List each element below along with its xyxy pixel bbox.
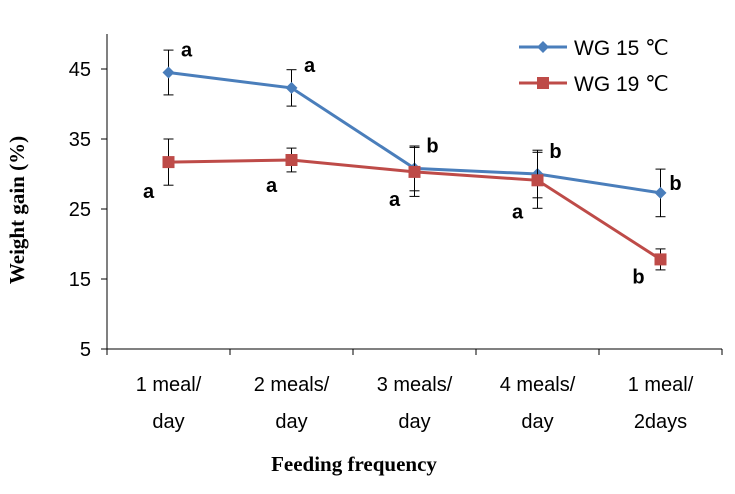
series-wg19: a a a a b [143, 138, 667, 288]
significance-letter: a [181, 40, 193, 62]
x-category-label: 2days [634, 411, 687, 433]
significance-letter: b [632, 266, 644, 288]
y-tick-label: 35 [69, 129, 91, 151]
axes [101, 34, 723, 355]
data-point [654, 186, 667, 199]
data-point [285, 154, 298, 166]
significance-letter: a [143, 181, 155, 203]
significance-letter: b [669, 173, 681, 195]
legend-label: WG 19 ℃ [574, 73, 669, 96]
y-tick-label: 5 [80, 339, 91, 361]
x-category-label: 2 meals/ [254, 374, 330, 396]
data-point [654, 253, 667, 266]
y-axis-title: Weight gain (%) [5, 136, 29, 284]
data-point [285, 81, 298, 94]
data-point [408, 165, 421, 178]
data-point [162, 66, 175, 79]
y-tick-label: 45 [69, 59, 91, 81]
legend-label: WG 15 ℃ [574, 37, 669, 60]
significance-letter: a [266, 175, 278, 197]
significance-letter: a [389, 189, 401, 211]
x-category-label: 1 meal/ [136, 374, 202, 396]
legend-marker [537, 41, 549, 53]
series-layer: a a b b b a a a a b [143, 40, 682, 289]
y-tick-label: 15 [69, 269, 91, 291]
x-category-labels: 1 meal/day 2 meals/day 3 meals/day 4 meals/… [136, 374, 694, 433]
significance-letter: b [549, 141, 561, 163]
significance-letter: a [512, 201, 524, 223]
y-tick-label: 25 [69, 199, 91, 221]
x-category-label: 4 meals/ [500, 374, 576, 396]
y-tick-labels: 5 15 25 35 45 [69, 59, 91, 361]
x-axis-title: Feeding frequency [271, 452, 437, 476]
data-point [162, 156, 175, 169]
significance-letter: a [304, 55, 316, 77]
x-category-label: day [398, 411, 430, 433]
legend-marker [537, 77, 549, 89]
data-point [531, 174, 544, 187]
x-category-label: day [521, 411, 553, 433]
x-category-label: day [152, 411, 184, 433]
x-category-label: 3 meals/ [377, 374, 453, 396]
series-wg15: a a b b b [162, 40, 682, 218]
significance-letter: b [426, 135, 438, 157]
x-category-label: day [275, 411, 307, 433]
x-category-label: 1 meal/ [628, 374, 694, 396]
legend: WG 15 ℃ WG 19 ℃ [519, 37, 669, 96]
